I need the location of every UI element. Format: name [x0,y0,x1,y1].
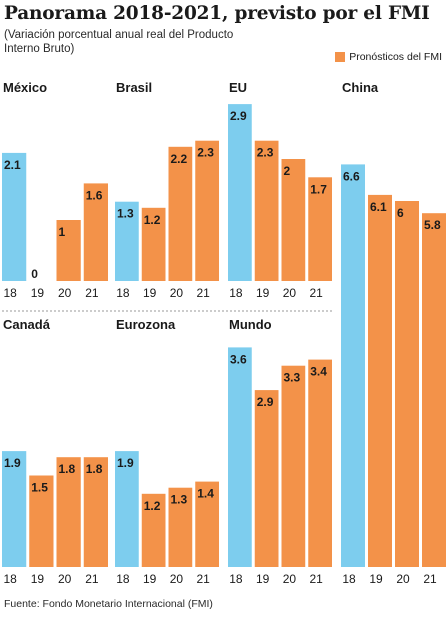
tick-label-mundo-18: 18 [229,572,243,586]
tick-label-mexico-21: 21 [85,286,99,300]
data-label-canada-20: 1.8 [59,462,76,476]
tick-label-brasil-19: 19 [143,286,157,300]
data-label-eurozona-18: 1.9 [117,456,134,470]
bar-eurozona-19 [141,493,166,567]
tick-label-eu-21: 21 [309,286,323,300]
bar-canada-21 [83,457,108,567]
bar-eurozona-18 [115,451,139,567]
bar-canada-19 [29,475,54,567]
bar-mundo-21 [308,359,332,567]
data-label-eu-20: 2 [284,164,291,178]
data-label-canada-18: 1.9 [4,456,21,470]
bar-eu-21 [308,177,332,281]
tick-label-eu-20: 20 [283,286,297,300]
data-label-china-20: 6 [397,206,404,220]
data-label-mundo-21: 3.4 [310,365,327,379]
bar-eu-20 [281,159,306,281]
data-label-brasil-19: 1.2 [144,213,161,227]
bar-china-19 [368,194,392,567]
panel-title-canada: Canadá [3,317,51,332]
data-label-mexico-18: 2.1 [4,158,21,172]
bar-brasil-18 [115,201,139,281]
bar-china-18 [341,164,365,567]
data-label-eu-19: 2.3 [257,146,274,160]
data-label-eurozona-20: 1.3 [171,493,188,507]
tick-label-canada-19: 19 [31,572,45,586]
data-label-china-21: 5.8 [424,218,441,232]
tick-label-mexico-18: 18 [3,286,17,300]
tick-label-eu-19: 19 [256,286,270,300]
tick-label-china-21: 21 [423,572,437,586]
data-label-china-19: 6.1 [370,200,387,214]
panel-title-china: China [342,80,379,95]
tick-label-china-19: 19 [369,572,383,586]
chart-title: Panorama 2018-2021, previsto por el FMI [4,3,430,24]
data-label-mexico-20: 1 [59,225,66,239]
tick-label-mundo-19: 19 [256,572,270,586]
legend: Pronósticos del FMI [335,51,442,63]
data-label-brasil-20: 2.2 [171,152,188,166]
bar-brasil-19 [141,207,166,281]
bar-eurozona-21 [195,481,219,567]
tick-label-canada-20: 20 [58,572,72,586]
bar-eu-18 [228,104,252,281]
tick-label-brasil-18: 18 [116,286,130,300]
tick-label-china-18: 18 [342,572,356,586]
data-label-eurozona-19: 1.2 [144,499,161,513]
bar-china-21 [422,213,446,567]
bar-mundo-20 [281,365,306,567]
tick-label-brasil-21: 21 [196,286,210,300]
tick-label-mexico-20: 20 [58,286,72,300]
data-label-eu-18: 2.9 [230,109,247,123]
tick-label-china-20: 20 [396,572,410,586]
tick-label-brasil-20: 20 [170,286,184,300]
tick-label-eurozona-20: 20 [170,572,184,586]
bar-canada-18 [2,451,27,567]
data-label-eurozona-21: 1.4 [197,487,214,501]
data-label-mundo-20: 3.3 [284,371,301,385]
bar-brasil-20 [168,146,193,281]
panel-title-eu: EU [229,80,247,95]
data-label-eu-21: 1.7 [310,182,327,196]
tick-label-eurozona-19: 19 [143,572,157,586]
panel-title-mexico: México [3,80,47,95]
bar-brasil-21 [195,140,219,281]
panel-title-brasil: Brasil [116,80,152,95]
data-label-canada-21: 1.8 [86,462,103,476]
data-label-brasil-18: 1.3 [117,207,134,221]
data-label-china-18: 6.6 [343,169,360,183]
legend-label: Pronósticos del FMI [349,51,442,63]
tick-label-mexico-19: 19 [31,286,45,300]
source-note: Fuente: Fondo Monetario Internacional (F… [4,598,213,610]
chart-subtitle: (Variación porcentual anual real del Pro… [4,29,234,55]
data-label-canada-19: 1.5 [31,481,48,495]
tick-label-eu-18: 18 [229,286,243,300]
bar-mundo-18 [228,347,252,567]
tick-label-canada-18: 18 [3,572,17,586]
bar-canada-20 [56,457,81,567]
tick-label-eurozona-21: 21 [196,572,210,586]
data-label-mexico-21: 1.6 [86,188,103,202]
bar-eurozona-20 [168,487,193,567]
data-label-mundo-19: 2.9 [257,395,274,409]
tick-label-canada-21: 21 [85,572,99,586]
bar-mexico-21 [83,183,108,281]
bar-china-20 [395,201,419,567]
panel-title-mundo: Mundo [229,317,272,332]
panel-title-eurozona: Eurozona [116,317,176,332]
bar-mexico-18 [2,152,27,281]
bar-mexico-20 [56,220,81,281]
tick-label-mundo-20: 20 [283,572,297,586]
bar-eu-19 [254,140,279,281]
tick-label-mundo-21: 21 [309,572,323,586]
tick-label-eurozona-18: 18 [116,572,130,586]
data-label-mexico-19: 0 [31,267,38,281]
data-label-mundo-18: 3.6 [230,352,247,366]
legend-swatch-forecast [335,52,346,62]
data-label-brasil-21: 2.3 [197,146,214,160]
bar-mundo-19 [254,390,279,567]
